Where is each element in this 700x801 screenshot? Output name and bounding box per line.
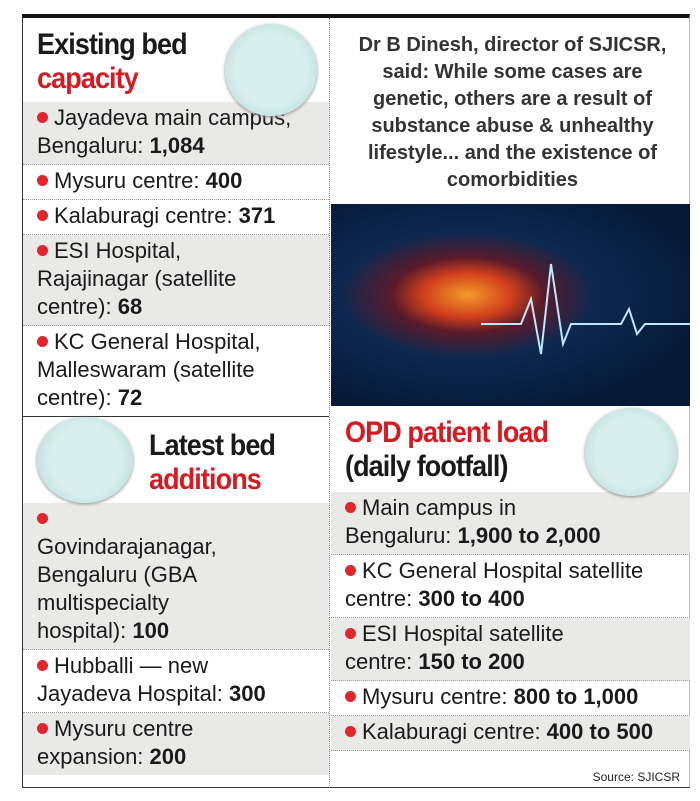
right-column: Dr B Dinesh, director of SJICSR, said: W… bbox=[331, 18, 690, 788]
opd-title: (daily footfall) bbox=[345, 450, 508, 483]
hospital-beds-icon bbox=[225, 24, 317, 116]
infographic: Existing bed capacity Jayadeva main camp… bbox=[22, 14, 690, 788]
list-item: Mysuru centre expansion: 200 bbox=[23, 713, 329, 775]
quote: Dr B Dinesh, director of SJICSR, said: W… bbox=[358, 34, 667, 191]
list-item: ESI Hospital satellite centre: 150 to 20… bbox=[331, 618, 690, 681]
opd-title-red: OPD patient load bbox=[345, 416, 549, 449]
list-item: Jayadeva main campus, Bengaluru: 1,084 bbox=[23, 102, 329, 165]
opd-queue-icon bbox=[585, 408, 677, 496]
additions-title-red: additions bbox=[149, 463, 262, 496]
left-column: Existing bed capacity Jayadeva main camp… bbox=[23, 18, 330, 788]
existing-header: Existing bed capacity bbox=[23, 18, 329, 116]
list-item: Hubballi — new Jayadeva Hospital: 300 bbox=[23, 650, 329, 713]
list-item: Mysuru centre: 800 to 1,000 bbox=[331, 681, 690, 716]
list-item: Kalaburagi centre: 400 to 500 bbox=[331, 716, 690, 751]
source-credit: Source: SJICSR bbox=[592, 770, 680, 784]
heart-image bbox=[331, 204, 690, 406]
opd-header: OPD patient load (daily footfall) bbox=[331, 406, 690, 496]
list-item: KC General Hospital satellite centre: 30… bbox=[331, 555, 690, 618]
hospital-construction-icon bbox=[37, 417, 133, 503]
existing-title-red: capacity bbox=[37, 62, 139, 95]
list-item: Main campus in Bengaluru: 1,900 to 2,000 bbox=[331, 492, 690, 555]
list-item: Govindarajanagar, Bengaluru (GBA multisp… bbox=[23, 503, 329, 650]
list-item: KC General Hospital, Malleswaram (satell… bbox=[23, 326, 329, 417]
additions-title: Latest bed bbox=[149, 429, 276, 462]
additions-header: Latest bed additions bbox=[23, 417, 329, 503]
list-item: Mysuru centre: 400 bbox=[23, 165, 329, 200]
existing-title: Existing bed bbox=[37, 28, 188, 61]
list-item: Kalaburagi centre: 371 bbox=[23, 200, 329, 235]
list-item: ESI Hospital, Rajajinagar (satellite cen… bbox=[23, 235, 329, 326]
